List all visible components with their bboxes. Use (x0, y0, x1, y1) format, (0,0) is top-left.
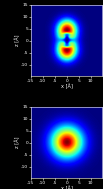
X-axis label: x [Å]: x [Å] (61, 84, 73, 90)
X-axis label: x [Å]: x [Å] (61, 186, 73, 189)
Y-axis label: z [Å]: z [Å] (15, 137, 20, 148)
Y-axis label: z [Å]: z [Å] (15, 35, 20, 46)
